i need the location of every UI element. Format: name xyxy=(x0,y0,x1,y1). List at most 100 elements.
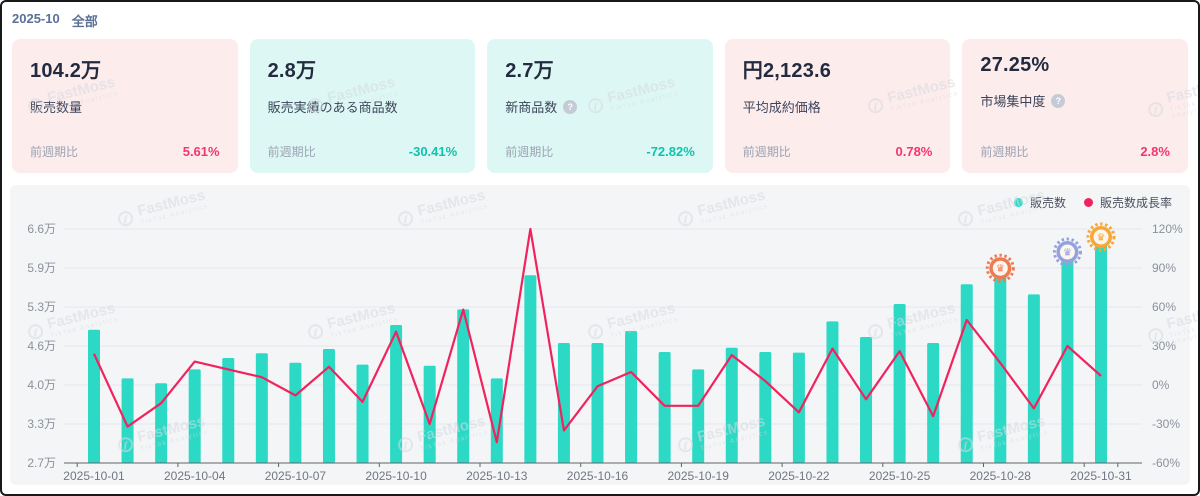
kpi-card-products-with-sales: 2.8万 販売実績のある商品数 前週期比 -30.41% xyxy=(249,39,476,173)
sales-trend-chart-panel: 販売数 販売数成長率 6.6万 120% 5.9万 90% 5.3万 60% 4.6万 30%… xyxy=(10,185,1190,485)
help-icon[interactable]: ? xyxy=(563,99,578,114)
legend-dot-growth-icon xyxy=(1083,198,1093,207)
x-axis-label: 2025-10-19 xyxy=(668,469,730,483)
kpi-value: 2.8万 xyxy=(267,60,317,82)
sales-bar[interactable] xyxy=(692,369,705,463)
sales-bar[interactable] xyxy=(625,331,638,463)
period-filter[interactable]: 2025-10 xyxy=(12,11,60,26)
sales-bar[interactable] xyxy=(490,378,503,463)
x-axis-label: 2025-10-07 xyxy=(265,469,327,483)
sales-bar[interactable] xyxy=(591,343,604,463)
kpi-label: 新商品数 xyxy=(505,100,558,115)
crown-icon: ♛ xyxy=(996,264,1005,275)
compare-label: 前週期比 xyxy=(742,145,791,159)
x-axis-label: 2025-10-31 xyxy=(1070,469,1132,483)
sales-bar[interactable] xyxy=(121,378,134,463)
sales-bar[interactable] xyxy=(557,343,570,463)
kpi-label: 市場集中度 xyxy=(980,94,1046,109)
compare-label: 前週期比 xyxy=(267,145,316,159)
x-axis-label: 2025-10-28 xyxy=(970,469,1032,483)
sales-bar[interactable] xyxy=(927,343,940,463)
sales-bar[interactable] xyxy=(322,349,335,463)
sales-bar[interactable] xyxy=(1061,259,1074,463)
kpi-card-new-products: 2.7万 新商品数 ? 前週期比 -72.82% xyxy=(487,39,713,173)
sales-bar[interactable] xyxy=(289,362,302,463)
sales-bar[interactable] xyxy=(188,369,201,463)
legend-dot-sales-icon xyxy=(1013,198,1023,207)
sales-bar[interactable] xyxy=(826,321,839,463)
y-axis-left-label: 6.6万 xyxy=(27,222,56,236)
y-axis-right-label: 90% xyxy=(1152,261,1176,275)
x-axis-label: 2025-10-16 xyxy=(567,469,629,483)
change-value: 2.8% xyxy=(1140,144,1170,159)
sales-bar[interactable] xyxy=(1095,244,1107,463)
scope-filter[interactable]: 全部 xyxy=(71,14,98,29)
sales-bar[interactable] xyxy=(88,329,100,463)
growth-rate-line xyxy=(93,227,1102,444)
legend-label: 販売数 xyxy=(1029,196,1066,210)
sales-bar[interactable] xyxy=(725,347,738,463)
crown-icon: ♛ xyxy=(1063,248,1072,259)
compare-label: 前週期比 xyxy=(30,145,79,159)
sales-bar[interactable] xyxy=(994,275,1007,463)
legend-label: 販売数成長率 xyxy=(1099,196,1172,210)
compare-label: 前週期比 xyxy=(505,145,554,159)
sales-bar[interactable] xyxy=(222,358,235,463)
sales-bar[interactable] xyxy=(155,383,168,463)
combo-chart: 6.6万 120% 5.9万 90% 5.3万 60% 4.6万 30% 4.0万 0% 3.3万 -… xyxy=(27,222,1183,483)
sales-bar[interactable] xyxy=(893,304,906,463)
change-value: 0.78% xyxy=(895,144,933,159)
help-icon[interactable]: ? xyxy=(1051,93,1066,108)
kpi-value: 27.25% xyxy=(980,54,1050,76)
change-value: -30.41% xyxy=(408,144,458,159)
legend-item-growth[interactable]: 販売数成長率 xyxy=(1083,194,1172,211)
sales-bar[interactable] xyxy=(792,352,805,463)
x-axis-label: 2025-10-01 xyxy=(63,469,125,483)
y-axis-right-label: 60% xyxy=(1152,300,1176,314)
filter-bar: 2025-10 全部 xyxy=(2,2,1198,30)
sales-bar[interactable] xyxy=(658,352,671,463)
y-axis-left-label: 5.9万 xyxy=(27,261,56,275)
x-axis-label: 2025-10-22 xyxy=(768,469,830,483)
kpi-value: 104.2万 xyxy=(30,60,102,82)
kpi-card-market-concentration: 27.25% 市場集中度 ? 前週期比 2.8% xyxy=(962,39,1188,173)
x-axis-label: 2025-10-10 xyxy=(365,469,427,483)
sales-bar[interactable] xyxy=(255,353,268,463)
kpi-card-average-price: 円2,123.6 平均成約価格 前週期比 0.78% xyxy=(724,39,951,173)
y-axis-right-label: -30% xyxy=(1152,417,1180,431)
compare-label: 前週期比 xyxy=(980,145,1029,159)
y-axis-left-label: 2.7万 xyxy=(27,456,56,470)
x-axis-label: 2025-10-25 xyxy=(869,469,931,483)
y-axis-right-label: -60% xyxy=(1152,456,1180,470)
kpi-card-sales-volume: 104.2万 販売数量 前週期比 5.61% xyxy=(12,39,238,173)
y-axis-left-label: 4.0万 xyxy=(27,378,56,392)
rank-medal-1: ♛ xyxy=(1086,222,1116,252)
kpi-label: 販売実績のある商品数 xyxy=(267,100,398,115)
change-value: -72.82% xyxy=(646,144,695,159)
sales-bar[interactable] xyxy=(356,364,369,463)
sales-bar[interactable] xyxy=(423,365,436,463)
x-axis-label: 2025-10-13 xyxy=(466,469,528,483)
sales-bar[interactable] xyxy=(457,309,470,463)
sales-bar[interactable] xyxy=(390,325,403,463)
y-axis-right-label: 0% xyxy=(1152,378,1170,392)
y-axis-right-label: 30% xyxy=(1152,339,1176,353)
sales-bar[interactable] xyxy=(960,284,973,463)
y-axis-left-label: 5.3万 xyxy=(27,300,56,314)
kpi-card-row: 104.2万 販売数量 前週期比 5.61% 2.8万 販売実績のある商品数 前… xyxy=(12,39,1188,173)
x-axis-label: 2025-10-04 xyxy=(164,469,226,483)
kpi-value: 2.7万 xyxy=(505,60,554,82)
kpi-value: 円2,123.6 xyxy=(742,60,832,82)
kpi-label: 平均成約価格 xyxy=(742,100,821,115)
rank-medal-3: ♛ xyxy=(985,253,1015,283)
sales-bar[interactable] xyxy=(759,352,772,463)
legend-item-sales[interactable]: 販売数 xyxy=(1013,194,1066,211)
rank-medal-2: ♛ xyxy=(1052,237,1082,267)
y-axis-left-label: 3.3万 xyxy=(27,417,56,431)
sales-bar[interactable] xyxy=(1027,294,1040,463)
crown-icon: ♛ xyxy=(1097,233,1106,244)
kpi-label: 販売数量 xyxy=(30,100,83,115)
sales-bar[interactable] xyxy=(524,275,537,463)
y-axis-left-label: 4.6万 xyxy=(27,339,56,353)
